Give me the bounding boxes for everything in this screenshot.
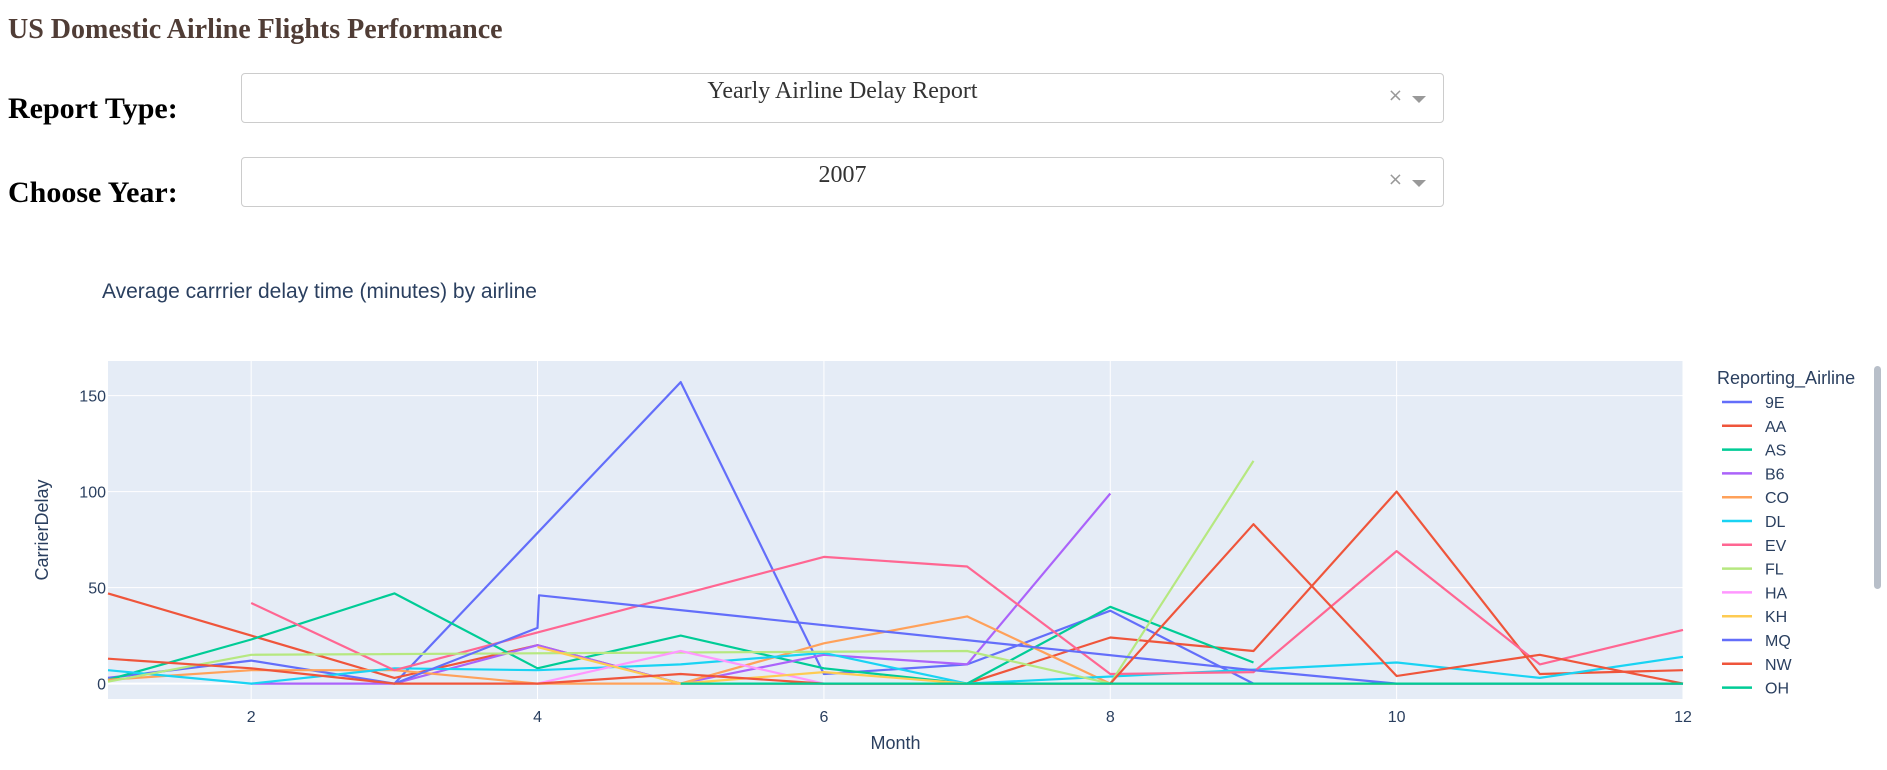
legend-item-aa: AA	[1765, 419, 1787, 436]
legend-item-kh: KH	[1765, 609, 1787, 626]
legend-item-co: CO	[1765, 490, 1789, 507]
legend-item-mq: MQ	[1765, 633, 1791, 650]
series-line-ha	[537, 649, 825, 685]
legend-item-9e: 9E	[1765, 395, 1785, 412]
legend-title: Reporting_Airline	[1717, 368, 1855, 389]
x-tick-label: 2	[247, 709, 256, 726]
series-line-ev	[250, 550, 1684, 676]
report-type-label: Report Type:	[8, 92, 178, 125]
chevron-down-icon[interactable]	[1412, 96, 1426, 103]
year-label: Choose Year:	[8, 176, 178, 209]
legend[interactable]: 9E AA AS B6 CO DL EV FL HA KH MQ NW OH	[1722, 395, 1793, 698]
y-tick-label: 150	[79, 389, 106, 406]
legend-item-oh: OH	[1765, 681, 1789, 698]
y-tick-label: 50	[88, 581, 106, 598]
series-line-as	[107, 592, 1254, 685]
legend-item-nw: NW	[1765, 657, 1793, 674]
y-tick-label: 0	[97, 677, 106, 694]
x-axis-label: Month	[870, 733, 920, 753]
y-axis-label: CarrierDelay	[32, 479, 52, 580]
clear-icon[interactable]: ×	[1387, 85, 1403, 106]
x-tick-label: 6	[819, 709, 828, 726]
delay-line-chart: Average carrrier delay time (minutes) by…	[32, 280, 1855, 753]
axis-ticks: 2 4 6 8 10 12 0 50 100 150	[79, 389, 1692, 726]
y-tick-label: 100	[79, 485, 106, 502]
x-tick-label: 4	[533, 709, 542, 726]
legend-item-as: AS	[1765, 443, 1786, 460]
legend-item-ha: HA	[1765, 585, 1788, 602]
chevron-down-icon[interactable]	[1412, 180, 1426, 187]
legend-item-fl: FL	[1765, 562, 1784, 579]
clear-icon[interactable]: ×	[1387, 169, 1403, 190]
x-tick-label: 12	[1674, 709, 1692, 726]
plot-area	[108, 361, 1683, 699]
legend-scrollbar[interactable]	[1874, 366, 1881, 589]
report-type-selected-value: Yearly Airline Delay Report	[707, 78, 978, 104]
x-tick-label: 8	[1106, 709, 1115, 726]
report-type-dropdown[interactable]: Yearly Airline Delay Report ×	[241, 73, 1444, 123]
year-selected-value: 2007	[818, 162, 867, 188]
x-tick-label: 10	[1388, 709, 1406, 726]
legend-item-ev: EV	[1765, 538, 1787, 555]
year-dropdown[interactable]: 2007 ×	[241, 157, 1444, 207]
series-line-fl	[107, 460, 1255, 685]
page-title: US Domestic Airline Flights Performance	[8, 14, 503, 45]
series-lines	[107, 381, 1684, 685]
chart-title: Average carrrier delay time (minutes) by…	[102, 280, 537, 303]
legend-item-dl: DL	[1765, 514, 1786, 531]
legend-item-b6: B6	[1765, 466, 1785, 483]
